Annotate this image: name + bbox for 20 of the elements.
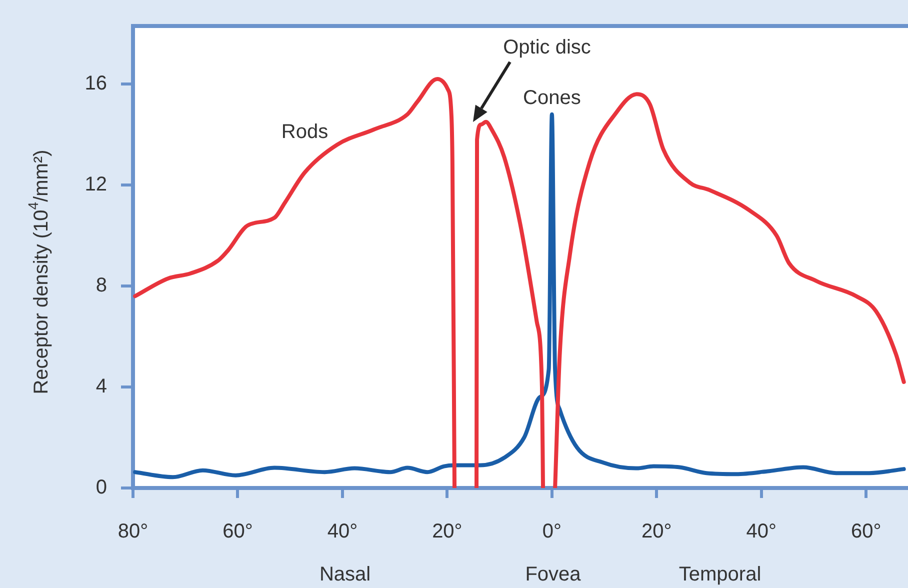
x-tick-label: 80° — [118, 520, 148, 543]
x-tick-label: 60° — [222, 520, 253, 543]
y-tick-label: 12 — [84, 174, 107, 196]
x-tick-label: 60° — [850, 520, 882, 543]
series-label: Rods — [281, 120, 328, 143]
x-tick-label: 0° — [542, 520, 562, 543]
y-tick-label: 8 — [96, 274, 107, 297]
y-tick-label: 16 — [84, 72, 107, 95]
text: Temporal — [678, 564, 762, 586]
annotation: Optic disc — [503, 36, 591, 59]
text: Fovea — [525, 564, 582, 586]
y-tick-label: 4 — [96, 376, 107, 398]
x-tick-label: 40° — [746, 520, 777, 543]
series-label: Cones — [523, 86, 581, 109]
x-tick-label: 20° — [642, 520, 672, 543]
y-axis-title: Receptor density (104/mm²) — [24, 150, 53, 394]
y-tick-label: 0 — [96, 476, 107, 499]
x-tick-label: 20° — [432, 520, 462, 543]
x-tick-label: 40° — [327, 520, 358, 543]
text: Nasal — [319, 564, 371, 586]
